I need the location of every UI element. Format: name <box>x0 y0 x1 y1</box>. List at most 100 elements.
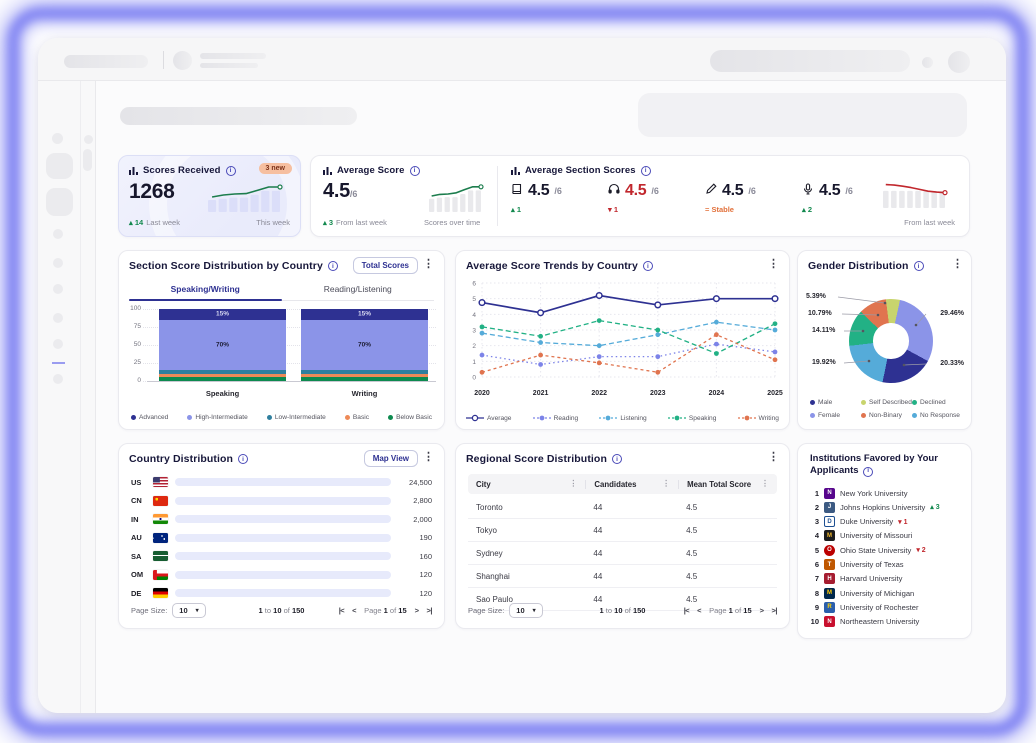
org-name-placeholder <box>200 53 266 59</box>
info-icon[interactable]: i <box>409 165 420 176</box>
column-header-city[interactable]: City ⋮ <box>468 480 585 489</box>
country-row-au[interactable]: AU 190 <box>131 532 432 544</box>
info-icon[interactable]: i <box>238 454 249 464</box>
sidebar-icon-placeholder[interactable] <box>53 258 63 268</box>
notification-icon-placeholder[interactable] <box>922 57 933 68</box>
prev-page-icon[interactable]: < <box>352 605 357 615</box>
stacked-bar-speaking[interactable]: 70% 15% <box>159 309 286 381</box>
column-menu-icon[interactable]: ⋮ <box>569 479 578 488</box>
institution-row[interactable]: 8 M University of Michigan <box>810 586 963 600</box>
institution-row[interactable]: 9 R University of Rochester <box>810 600 963 614</box>
map-view-button[interactable]: Map View <box>363 450 418 467</box>
sidebar-icon-placeholder[interactable] <box>53 284 63 294</box>
table-row[interactable]: Sydney 44 4.5 <box>468 542 777 565</box>
last-page-icon[interactable]: >| <box>771 605 778 615</box>
sidebar-icon-placeholder[interactable] <box>53 374 63 384</box>
legend-label: Advanced <box>139 414 169 421</box>
institution-row[interactable]: 6 T University of Texas <box>810 558 963 572</box>
info-icon[interactable]: i <box>225 165 236 176</box>
info-icon[interactable]: i <box>611 454 622 464</box>
legend-label: Female <box>818 412 840 419</box>
sidebar-nav-placeholder[interactable] <box>46 153 73 179</box>
prev-page-icon[interactable]: < <box>697 605 702 615</box>
segment-high-intermediate[interactable]: 70% <box>301 319 428 371</box>
segment-low-intermediate[interactable] <box>301 370 428 374</box>
column-header-mean-total-score[interactable]: Mean Total Score ⋮ <box>678 479 777 489</box>
info-icon[interactable]: i <box>640 165 651 176</box>
institution-row[interactable]: 1 N New York University <box>810 486 963 500</box>
segment-low-intermediate[interactable] <box>159 370 286 374</box>
column-menu-icon[interactable]: ⋮ <box>662 479 671 488</box>
column-header-candidates[interactable]: Candidates ⋮ <box>585 479 678 489</box>
kebab-menu-icon[interactable]: ⋮ <box>768 451 779 463</box>
kebab-menu-icon[interactable]: ⋮ <box>423 451 434 463</box>
first-page-icon[interactable]: |< <box>338 605 345 615</box>
info-icon[interactable]: i <box>913 261 924 271</box>
institution-rank: 1 <box>814 488 819 498</box>
page-size-select[interactable]: 10 ▾ <box>509 602 543 618</box>
institution-row[interactable]: 7 H Harvard University <box>810 572 963 586</box>
country-row-sa[interactable]: SA 160 <box>131 550 432 562</box>
next-page-icon[interactable]: > <box>759 605 764 615</box>
subnav-icon-placeholder[interactable] <box>84 135 93 144</box>
first-page-icon[interactable]: |< <box>683 605 690 615</box>
info-icon[interactable]: i <box>863 466 874 477</box>
user-avatar[interactable] <box>948 51 970 73</box>
search-bar-placeholder[interactable] <box>710 50 910 72</box>
info-icon[interactable]: i <box>642 261 653 271</box>
country-row-cn[interactable]: CN 2,800 <box>131 495 432 507</box>
donut-percent-label: 10.79% <box>808 310 832 317</box>
subnav-scroll-placeholder[interactable] <box>83 149 92 171</box>
segment-advanced[interactable]: 15% <box>159 309 286 320</box>
segment-high-intermediate[interactable]: 70% <box>159 319 286 371</box>
kebab-menu-icon[interactable]: ⋮ <box>423 258 434 270</box>
segment-basic[interactable] <box>301 373 428 378</box>
table-row[interactable]: Shanghai 44 4.5 <box>468 565 777 588</box>
institution-row[interactable]: 10 N Northeastern University <box>810 615 963 629</box>
sidebar-nav-placeholder[interactable] <box>46 188 73 216</box>
country-row-us[interactable]: US 24,500 <box>131 476 432 488</box>
segment-advanced[interactable]: 15% <box>301 309 428 320</box>
kebab-menu-icon[interactable]: ⋮ <box>768 258 779 270</box>
country-row-in[interactable]: IN 2,000 <box>131 513 432 525</box>
table-row[interactable]: Sao Paulo 44 4.5 <box>468 588 777 611</box>
section-score-value: 4.5 <box>722 182 744 199</box>
tab-speaking-writing[interactable]: Speaking/Writing <box>129 281 282 301</box>
legend-label: Speaking <box>688 414 717 422</box>
kebab-menu-icon[interactable]: ⋮ <box>952 258 963 270</box>
institution-name: University of Michigan <box>840 588 915 598</box>
tab-reading-listening[interactable]: Reading/Listening <box>323 284 392 294</box>
legend-dot <box>861 400 866 405</box>
sidebar-icon-placeholder[interactable] <box>53 229 63 239</box>
country-row-om[interactable]: OM 120 <box>131 569 432 581</box>
last-page-icon[interactable]: >| <box>426 605 433 615</box>
page-size-select[interactable]: 10 ▾ <box>172 602 206 618</box>
bar-category-label: Writing <box>351 389 378 398</box>
next-page-icon[interactable]: > <box>414 605 419 615</box>
segment-basic[interactable] <box>159 373 286 378</box>
institution-row[interactable]: 3 D Duke University ▾ 1 <box>810 515 963 529</box>
table-cell: 4.5 <box>686 594 698 604</box>
segment-below-basic[interactable] <box>159 377 286 381</box>
sparkline-chart <box>883 178 955 208</box>
score-denominator: /6 <box>845 186 853 196</box>
country-code: US <box>131 477 142 487</box>
institution-row[interactable]: 2 J Johns Hopkins University ▴ 3 <box>810 500 963 514</box>
sidebar-icon-placeholder[interactable] <box>53 339 63 349</box>
table-row[interactable]: Toronto 44 4.5 <box>468 496 777 519</box>
total-scores-button[interactable]: Total Scores <box>352 257 418 274</box>
column-menu-icon[interactable]: ⋮ <box>760 479 769 488</box>
stacked-bar-writing[interactable]: 70% 15% <box>301 309 428 381</box>
legend-label: Self Described <box>869 399 912 406</box>
sidebar-icon-placeholder[interactable] <box>53 313 63 323</box>
x-axis-line <box>147 381 436 382</box>
country-row-de[interactable]: DE 120 <box>131 587 432 599</box>
table-row[interactable]: Tokyo 44 4.5 <box>468 519 777 542</box>
institution-row[interactable]: 5 O Ohio State University ▾ 2 <box>810 543 963 557</box>
info-icon[interactable]: i <box>327 261 338 271</box>
au-flag-icon <box>153 532 168 543</box>
sidebar-icon-placeholder[interactable] <box>52 133 63 144</box>
institution-row[interactable]: 4 M University of Missouri <box>810 529 963 543</box>
segment-below-basic[interactable] <box>301 377 428 381</box>
